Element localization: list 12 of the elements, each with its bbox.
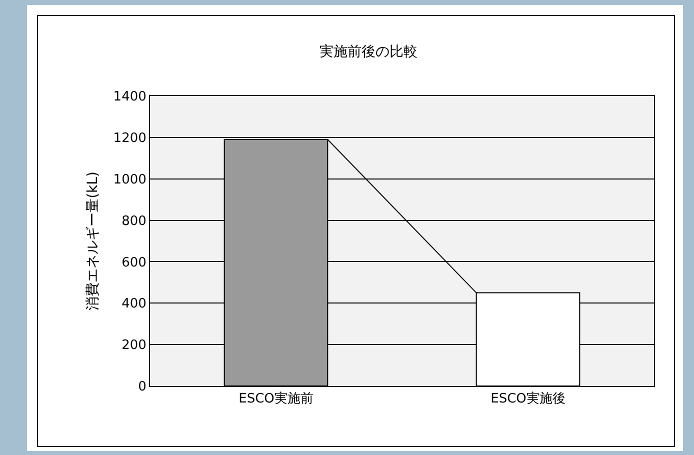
y-tick-label: 400 (122, 296, 146, 312)
x-tick-label: ESCO実施前 (238, 390, 314, 407)
y-tick-label: 800 (122, 214, 146, 229)
y-tick-label: 1000 (113, 172, 146, 188)
y-tick-label: 600 (122, 255, 146, 270)
y-tick-label: 1400 (113, 90, 146, 105)
x-tick-label: ESCO実施後 (490, 390, 566, 407)
chart-title: 実施前後の比較 (320, 44, 418, 60)
y-axis-title: 消費エネルギー量(kL) (84, 172, 101, 310)
y-tick-label: 200 (122, 338, 146, 354)
y-tick-label: 0 (138, 380, 146, 395)
y-tick-label: 1200 (113, 130, 146, 146)
